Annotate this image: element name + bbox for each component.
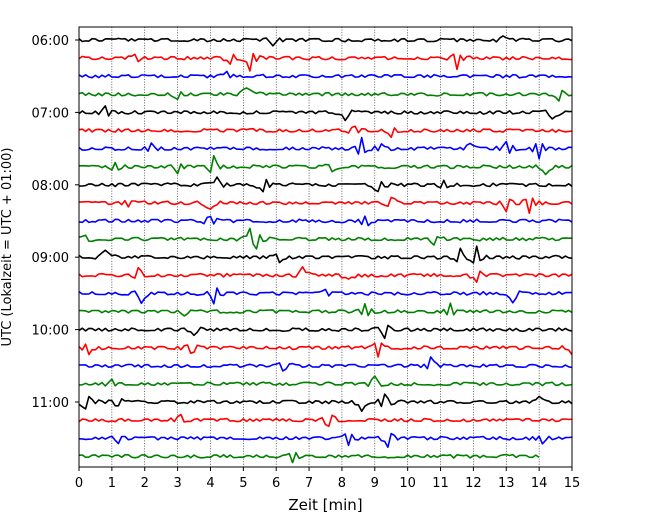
seismic-trace — [79, 302, 573, 317]
y-axis-title: UTC (Lokalzeit = UTC + 01:00) — [0, 148, 15, 347]
seismic-trace — [78, 413, 573, 428]
y-tick-label: 11:00 — [32, 396, 69, 411]
seismic-trace — [78, 125, 573, 139]
x-tick-label: 5 — [239, 476, 247, 491]
grid-lines — [111, 27, 540, 467]
seismic-trace — [78, 324, 573, 340]
seismic-trace — [78, 35, 573, 47]
seismic-trace — [78, 196, 573, 214]
x-axis: 0 1 2 3 4 5 6 7 8 9 10 11 12 13 14 15 — [75, 467, 580, 491]
x-tick-label: 8 — [338, 476, 346, 491]
plot-frame — [78, 26, 573, 468]
x-tick-label: 10 — [399, 476, 416, 491]
y-tick-label: 09:00 — [32, 251, 69, 266]
seismic-trace — [78, 356, 573, 372]
x-tick-label: 15 — [564, 476, 581, 491]
x-tick-label: 7 — [305, 476, 313, 491]
x-tick-label: 9 — [371, 476, 379, 491]
seismic-trace — [78, 451, 540, 464]
seismic-trace — [78, 215, 573, 227]
x-tick-label: 0 — [75, 476, 83, 491]
seismic-trace — [78, 155, 573, 176]
x-tick-label: 14 — [531, 476, 548, 491]
seismic-trace — [78, 136, 573, 160]
seismic-trace — [78, 266, 573, 283]
seismic-trace — [78, 70, 573, 79]
seismic-trace — [78, 245, 573, 264]
x-tick-label: 13 — [498, 476, 515, 491]
x-tick-label: 12 — [465, 476, 482, 491]
seismic-trace — [78, 52, 573, 72]
seismic-trace — [78, 287, 572, 305]
x-tick-label: 1 — [108, 476, 116, 491]
y-tick-label: 10:00 — [32, 324, 69, 339]
x-tick-label: 3 — [173, 476, 181, 491]
seismic-trace — [78, 105, 573, 122]
x-tick-label: 11 — [432, 476, 449, 491]
seismic-trace — [78, 342, 573, 358]
seismic-trace — [78, 227, 572, 250]
seismic-trace — [78, 375, 573, 387]
x-tick-label: 4 — [206, 476, 214, 491]
x-axis-title: Zeit [min] — [288, 496, 362, 514]
y-tick-label: 08:00 — [32, 179, 69, 194]
x-tick-label: 6 — [272, 476, 280, 491]
trace-layer — [78, 35, 573, 464]
y-tick-label: 07:00 — [32, 106, 69, 121]
y-axis: 06:00 07:00 08:00 09:00 10:00 11:00 — [32, 34, 79, 411]
seismic-trace — [78, 87, 573, 102]
x-tick-label: 2 — [141, 476, 149, 491]
seismic-trace — [78, 176, 573, 193]
seismic-trace — [78, 432, 573, 448]
seismic-trace — [78, 393, 573, 413]
y-tick-label: 06:00 — [32, 34, 69, 49]
